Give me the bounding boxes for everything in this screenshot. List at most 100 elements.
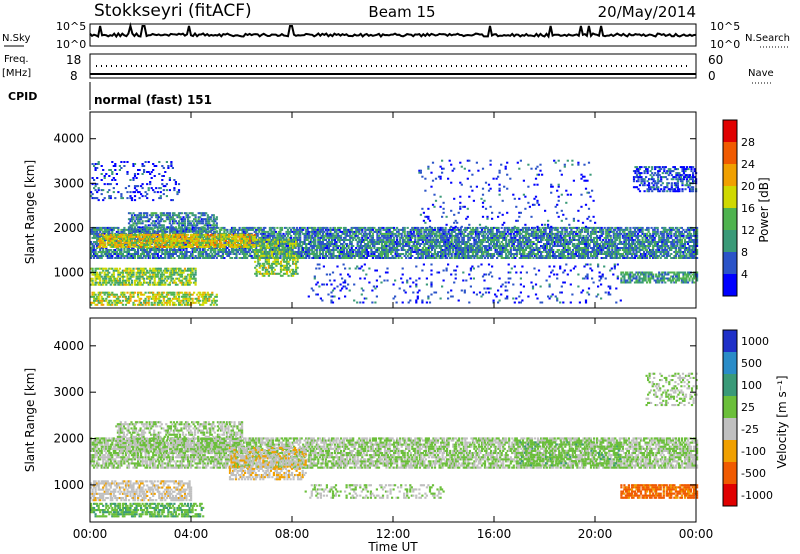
data-cell xyxy=(140,247,143,249)
data-cell xyxy=(464,255,467,257)
data-cell xyxy=(112,233,115,236)
data-cell xyxy=(115,253,118,255)
data-cell xyxy=(415,249,418,251)
data-cell xyxy=(177,236,181,239)
data-cell xyxy=(630,236,634,239)
data-cell xyxy=(114,232,117,235)
data-cell xyxy=(600,234,603,237)
data-cell xyxy=(355,230,358,233)
data-cell xyxy=(638,239,641,241)
data-cell xyxy=(327,249,331,251)
data-cell xyxy=(400,232,403,235)
data-cell xyxy=(638,251,641,253)
data-cell xyxy=(356,236,359,239)
data-cell xyxy=(449,226,452,229)
data-cell xyxy=(382,232,385,235)
data-cell xyxy=(532,251,535,253)
data-cell xyxy=(440,249,443,251)
data-cell xyxy=(353,230,356,233)
data-cell xyxy=(100,228,103,231)
data-cell xyxy=(114,249,117,251)
data-cell xyxy=(349,251,352,253)
data-cell xyxy=(111,232,114,235)
data-cell xyxy=(320,228,323,231)
data-cell xyxy=(306,247,309,249)
data-cell xyxy=(599,243,602,245)
data-cell xyxy=(312,232,315,235)
data-cell xyxy=(633,243,637,245)
data-cell xyxy=(129,255,132,257)
data-cell xyxy=(190,253,193,255)
data-cell xyxy=(283,226,287,229)
data-cell xyxy=(347,247,350,249)
data-cell xyxy=(397,241,400,243)
data-cell xyxy=(462,249,465,251)
data-cell xyxy=(540,228,543,231)
data-cell xyxy=(135,230,138,233)
data-cell xyxy=(390,239,393,241)
data-cell xyxy=(120,228,123,231)
data-cell xyxy=(443,239,446,241)
data-cell xyxy=(456,239,459,241)
data-cell xyxy=(405,245,408,247)
data-cell xyxy=(253,230,256,233)
data-cell xyxy=(114,251,117,253)
data-cell xyxy=(285,226,288,229)
data-cell xyxy=(303,257,306,259)
data-cell xyxy=(247,239,250,241)
data-cell xyxy=(497,239,500,241)
data-cell xyxy=(356,234,359,237)
data-cell xyxy=(524,249,527,251)
data-cell xyxy=(379,239,382,241)
data-cell xyxy=(329,226,332,229)
data-cell xyxy=(326,241,329,243)
data-cell xyxy=(426,226,429,229)
data-cell xyxy=(149,251,152,253)
data-cell xyxy=(321,239,324,241)
data-cell xyxy=(608,249,611,251)
data-cell xyxy=(474,241,477,243)
data-cell xyxy=(623,230,626,233)
data-cell xyxy=(412,234,415,237)
data-cell xyxy=(496,243,499,245)
data-cell xyxy=(627,241,630,243)
data-cell xyxy=(149,255,152,257)
data-cell xyxy=(443,243,446,245)
data-cell xyxy=(515,251,518,253)
data-cell xyxy=(233,253,237,255)
data-cell xyxy=(358,251,361,253)
data-cell xyxy=(305,247,308,249)
data-cell xyxy=(618,239,621,241)
data-cell xyxy=(324,239,327,241)
data-cell xyxy=(377,247,381,249)
data-cell xyxy=(465,247,468,249)
data-cell xyxy=(393,241,396,243)
data-cell xyxy=(324,251,327,253)
data-cell xyxy=(315,249,318,251)
data-cell xyxy=(571,251,574,253)
data-cell xyxy=(159,226,162,229)
data-cell xyxy=(258,230,261,233)
data-cell xyxy=(515,234,518,237)
data-cell xyxy=(344,236,347,239)
data-cell xyxy=(503,230,506,233)
data-cell xyxy=(305,230,308,233)
data-cell xyxy=(385,234,388,237)
data-cell xyxy=(670,253,673,255)
data-cell xyxy=(436,251,440,253)
data-cell xyxy=(376,230,379,233)
data-cell xyxy=(397,245,400,247)
data-cell xyxy=(208,226,211,229)
data-cell xyxy=(250,239,253,241)
data-cell xyxy=(397,257,400,259)
data-cell xyxy=(352,239,355,241)
data-cell xyxy=(467,251,470,253)
data-cell xyxy=(438,245,441,247)
data-cell xyxy=(374,257,377,259)
data-cell xyxy=(535,245,538,247)
data-cell xyxy=(93,247,96,249)
data-cell xyxy=(293,253,296,255)
data-cell xyxy=(258,236,261,239)
data-cell xyxy=(140,230,143,233)
data-cell xyxy=(393,239,396,241)
